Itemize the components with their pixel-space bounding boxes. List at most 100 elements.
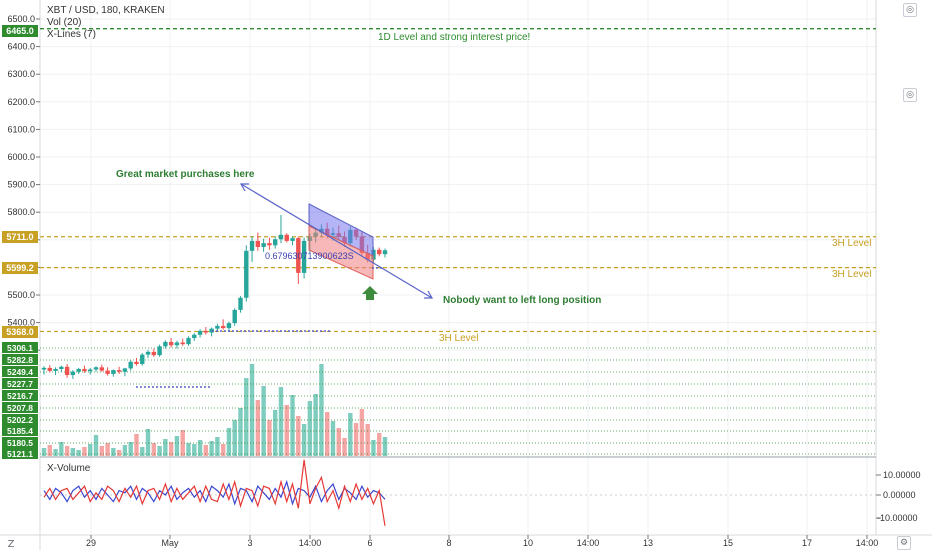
candle-body[interactable] bbox=[41, 367, 47, 370]
volume-legend[interactable]: Vol (20) bbox=[47, 17, 81, 28]
candle-body[interactable] bbox=[197, 330, 203, 335]
candle-body[interactable] bbox=[278, 234, 284, 240]
volume-bar bbox=[272, 410, 278, 456]
candle-body[interactable] bbox=[238, 297, 243, 310]
price-tick-label: 6200.0 bbox=[7, 97, 35, 107]
candle-body[interactable] bbox=[47, 367, 52, 371]
volume-bar bbox=[134, 434, 139, 456]
level-lines bbox=[40, 27, 876, 455]
candle-body[interactable] bbox=[244, 250, 249, 298]
badge-upper-text: 5711.0 bbox=[6, 232, 33, 242]
candle-body[interactable] bbox=[82, 368, 87, 372]
candle-body[interactable] bbox=[53, 368, 58, 371]
candle-body[interactable] bbox=[284, 234, 289, 241]
price-tick-label: 5400.0 bbox=[7, 318, 35, 328]
candle-body[interactable] bbox=[267, 243, 272, 246]
candle-body[interactable] bbox=[76, 368, 81, 372]
bottom-settings-icon[interactable]: ⚙ bbox=[897, 536, 911, 550]
candle-body[interactable] bbox=[174, 342, 180, 346]
volume-level-badge bbox=[2, 402, 38, 413]
trend-arrow-line[interactable] bbox=[240, 183, 433, 299]
candle-body[interactable] bbox=[272, 239, 278, 246]
xlines-legend[interactable]: X-Lines (7) bbox=[47, 29, 96, 40]
candle-body[interactable] bbox=[134, 361, 139, 364]
buy-arrow-icon[interactable] bbox=[362, 286, 378, 300]
volume-level-label: 5282.8 bbox=[7, 355, 33, 365]
chart-settings-icon[interactable]: ◎ bbox=[903, 3, 917, 17]
volume-bar bbox=[382, 437, 388, 456]
candle-body[interactable] bbox=[99, 367, 104, 371]
candle-body[interactable] bbox=[203, 330, 209, 333]
volume-bar bbox=[261, 386, 266, 456]
annotation-level-3h-a[interactable]: 3H Level bbox=[832, 238, 871, 249]
time-axis[interactable]: 29 May 3 14:00 6 8 10 14:00 13 15 17 14:00 bbox=[86, 535, 878, 548]
candle-body[interactable] bbox=[64, 366, 70, 376]
candle-body[interactable] bbox=[215, 325, 220, 329]
volume-bar bbox=[301, 424, 307, 456]
volume-level-label: 5306.1 bbox=[7, 343, 33, 353]
candle-body[interactable] bbox=[290, 238, 295, 241]
candle-body[interactable] bbox=[168, 341, 174, 346]
annotation-level-3h-c[interactable]: 3H Level bbox=[439, 333, 478, 344]
candle-body[interactable] bbox=[296, 238, 301, 273]
volume-level-label: 5227.7 bbox=[7, 379, 33, 389]
candle-body[interactable] bbox=[192, 334, 197, 339]
xvolume-red-line bbox=[43, 459, 386, 526]
candle-body[interactable] bbox=[151, 351, 157, 356]
candle-body[interactable] bbox=[255, 240, 261, 247]
candle-body[interactable] bbox=[301, 240, 307, 273]
candle-body[interactable] bbox=[163, 341, 168, 347]
volume-level-label: 5121.1 bbox=[7, 449, 33, 459]
volume-level-badge bbox=[2, 390, 38, 401]
candle-body[interactable] bbox=[377, 249, 382, 255]
candle-body[interactable] bbox=[122, 368, 128, 372]
candle-body[interactable] bbox=[70, 371, 76, 376]
candle-body[interactable] bbox=[382, 250, 388, 255]
badge-mid-text: 5599.2 bbox=[6, 263, 34, 273]
candle-body[interactable] bbox=[180, 342, 185, 345]
volume-bar bbox=[267, 420, 272, 456]
candle-body[interactable] bbox=[220, 325, 226, 329]
candle-body[interactable] bbox=[157, 346, 162, 356]
time-tick-label: 14:00 bbox=[299, 538, 322, 548]
candle-body[interactable] bbox=[249, 240, 255, 251]
candle-body[interactable] bbox=[209, 328, 214, 333]
volume-bar bbox=[377, 433, 382, 456]
volume-bar bbox=[249, 364, 255, 456]
time-tick-label: 10 bbox=[523, 538, 533, 548]
price-tick-label: 6500.0 bbox=[7, 14, 35, 24]
annotation-purchases[interactable]: Great market purchases here bbox=[116, 169, 255, 180]
scale-settings-icon[interactable]: ◎ bbox=[903, 88, 917, 102]
badge-low-text: 5368.0 bbox=[6, 327, 34, 337]
candle-body[interactable] bbox=[105, 370, 110, 374]
candle-body[interactable] bbox=[261, 243, 266, 247]
volume-bar bbox=[76, 450, 81, 456]
candle-body[interactable] bbox=[140, 354, 145, 364]
annotation-no-long[interactable]: Nobody want to left long position bbox=[443, 295, 601, 306]
volume-bar bbox=[192, 444, 197, 456]
candle-body[interactable] bbox=[88, 369, 93, 372]
volume-bar bbox=[278, 387, 284, 456]
candle-body[interactable] bbox=[186, 338, 191, 345]
candle-body[interactable] bbox=[116, 370, 122, 372]
symbol-legend[interactable]: XBT / USD, 180, KRAKEN bbox=[47, 5, 165, 16]
candle-body[interactable] bbox=[111, 370, 116, 374]
candle-body[interactable] bbox=[226, 323, 232, 329]
candle-body[interactable] bbox=[59, 366, 64, 369]
price-tick-label: 6000.0 bbox=[7, 152, 35, 162]
zoom-icon[interactable]: Z bbox=[4, 537, 18, 550]
volume-level-badge bbox=[2, 354, 38, 365]
candle-body[interactable] bbox=[93, 367, 99, 370]
volume-bar bbox=[348, 413, 353, 456]
candle-body[interactable] bbox=[232, 309, 237, 324]
xvolume-axis[interactable]: 10.00000 0.00000 -10.00000 bbox=[876, 470, 921, 523]
candle-body[interactable] bbox=[145, 351, 151, 355]
annotation-top-level[interactable]: 1D Level and strong interest price! bbox=[378, 32, 530, 43]
candle-body[interactable] bbox=[128, 361, 133, 369]
volume-bar bbox=[93, 435, 99, 456]
time-tick-label: 15 bbox=[723, 538, 733, 548]
xvolume-title[interactable]: X-Volume bbox=[47, 463, 91, 474]
channel-lower-zone[interactable] bbox=[308, 225, 374, 280]
annotation-level-3h-b[interactable]: 3H Level bbox=[832, 269, 871, 280]
